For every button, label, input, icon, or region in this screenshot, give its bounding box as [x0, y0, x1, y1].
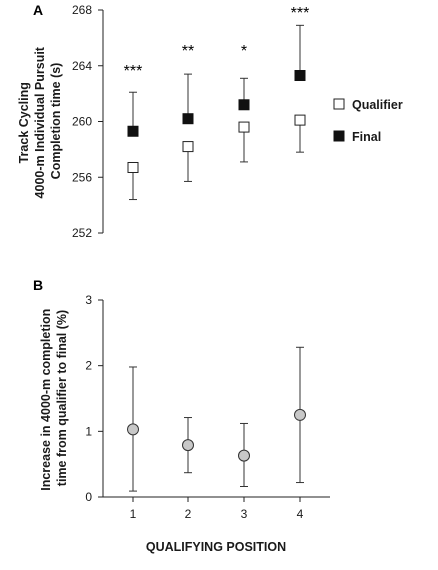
panel-a-letter: A	[33, 2, 43, 18]
final-point	[182, 113, 194, 125]
panel-a-y-tick-label: 260	[72, 115, 92, 129]
significance-marker: **	[182, 43, 194, 60]
panel-a-ylabel-line1: Track Cycling	[17, 82, 31, 163]
qualifier-point	[238, 121, 250, 133]
legend-final-swatch	[333, 130, 345, 142]
panel-a-ylabel-line2: 4000-m Individual Pursuit	[33, 46, 47, 198]
panel-b-x-tick-label: 4	[297, 507, 304, 521]
panel-a-significance: ***** ****	[124, 5, 310, 80]
increase-point	[182, 439, 194, 452]
panel-b-y-tick-label: 3	[85, 293, 92, 307]
panel-a-markers	[127, 70, 306, 173]
final-point	[294, 70, 306, 82]
final-point	[127, 125, 139, 137]
panel-a-y-ticks: 252 256 260 264 268	[72, 3, 103, 240]
panel-a-y-tick-label: 268	[72, 3, 92, 17]
qualifier-point	[127, 161, 139, 173]
panel-a-y-tick-label: 256	[72, 170, 92, 184]
panel-b-ylabel-line2: time from qualifier to final (%)	[55, 310, 69, 486]
increase-point	[238, 449, 250, 462]
panel-b-ylabel: Increase in 4000-m completion time from …	[39, 305, 69, 491]
significance-marker: ***	[291, 5, 310, 22]
legend-qualifier-swatch	[333, 98, 345, 110]
significance-marker: *	[241, 43, 247, 60]
panel-b-x-ticks: 1 2 3 4	[130, 497, 304, 521]
panel-a-y-tick-label: 252	[72, 226, 92, 240]
final-point	[238, 99, 250, 111]
panel-b-error-bars	[129, 346, 304, 492]
panel-b-y-tick-label: 0	[85, 490, 92, 504]
increase-point	[127, 423, 139, 436]
legend: Qualifier Final	[333, 98, 403, 144]
panel-b-y-tick-label: 1	[85, 424, 92, 438]
panel-a-ylabel-line3: Completion time (s)	[49, 63, 63, 180]
panel-b-x-tick-label: 3	[241, 507, 248, 521]
panel-a-ylabel: Track Cycling 4000-m Individual Pursuit …	[17, 44, 63, 199]
qualifier-point	[182, 141, 194, 153]
panel-a-error-bars	[129, 24, 304, 201]
panel-a-y-tick-label: 264	[72, 59, 92, 73]
significance-marker: ***	[124, 63, 143, 80]
qualifier-point	[294, 114, 306, 126]
panel-b-letter: B	[33, 277, 43, 293]
panel-b-xlabel: QUALIFYING POSITION	[146, 540, 286, 554]
panel-b-x-tick-label: 2	[185, 507, 192, 521]
legend-final-label: Final	[352, 130, 381, 144]
increase-point	[294, 408, 306, 421]
legend-qualifier-label: Qualifier	[352, 98, 403, 112]
panel-b-ylabel-line1: Increase in 4000-m completion	[39, 309, 53, 491]
panel-b-markers	[127, 408, 306, 462]
panel-b-x-tick-label: 1	[130, 507, 137, 521]
panel-b-y-tick-label: 2	[85, 359, 92, 373]
panel-b-y-ticks: 0 1 2 3	[85, 293, 103, 504]
